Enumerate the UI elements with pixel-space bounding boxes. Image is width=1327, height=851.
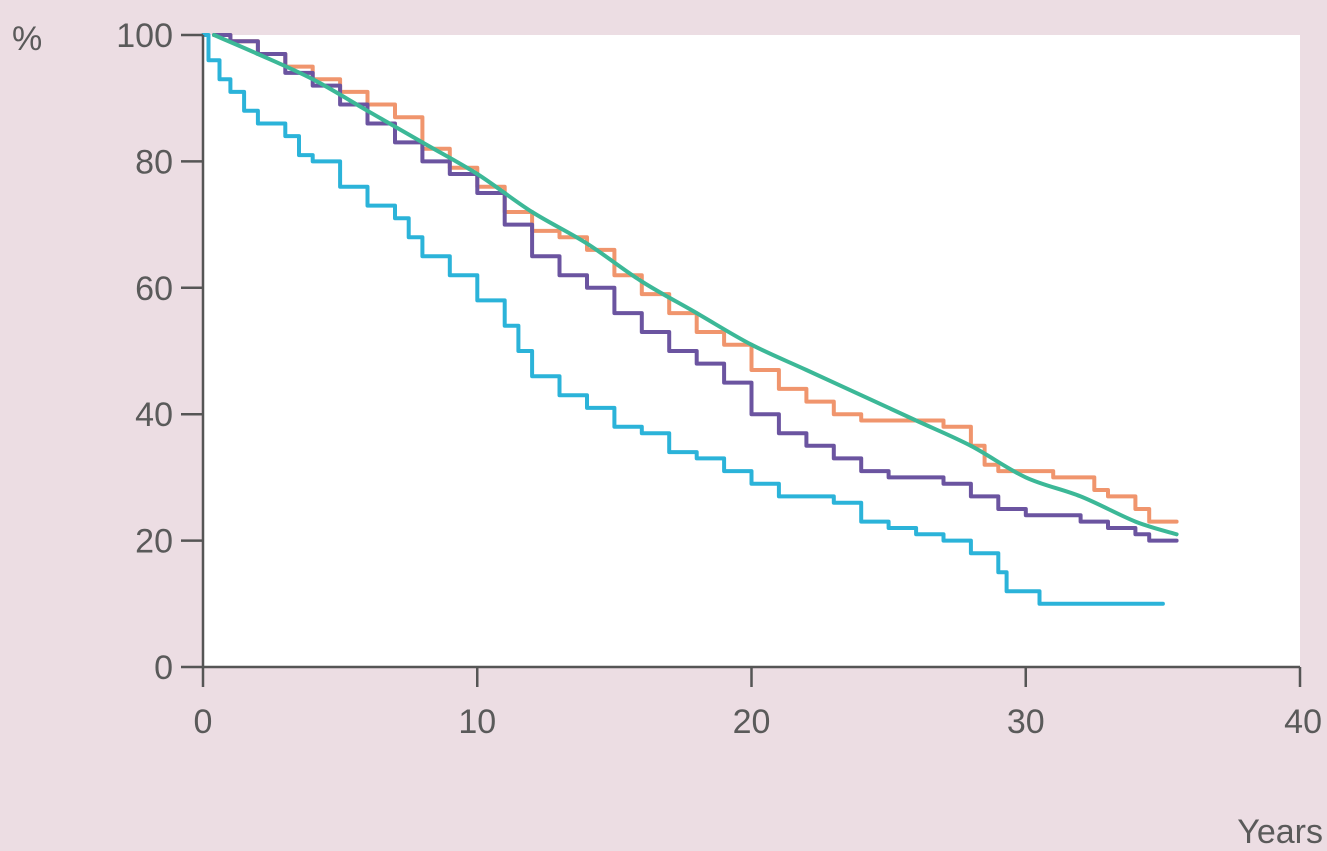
x-tick-label: 10 (458, 703, 496, 741)
y-tick-label: 60 (135, 270, 173, 308)
x-tick-label: 0 (194, 703, 213, 741)
y-tick-label: 20 (135, 523, 173, 561)
y-tick-label: 80 (135, 143, 173, 181)
y-tick-label: 40 (135, 396, 173, 434)
ticks-layer: 0 20 40 60 80 100 0 10 20 30 40 (116, 17, 1322, 741)
series-line-1 (212, 33, 1179, 524)
x-tick-label: 30 (1007, 703, 1045, 741)
y-tick-label: 100 (116, 17, 173, 55)
series-line-3 (201, 33, 1165, 606)
series-layer (201, 33, 1179, 606)
y-tick-label: 0 (154, 649, 173, 687)
series-line-4 (212, 33, 1179, 537)
x-tick-label: 20 (733, 703, 771, 741)
y-axis-label: % (12, 20, 42, 58)
x-tick-label: 40 (1284, 703, 1322, 741)
series-line-2 (212, 33, 1179, 543)
x-axis-label: Years (1237, 813, 1323, 851)
